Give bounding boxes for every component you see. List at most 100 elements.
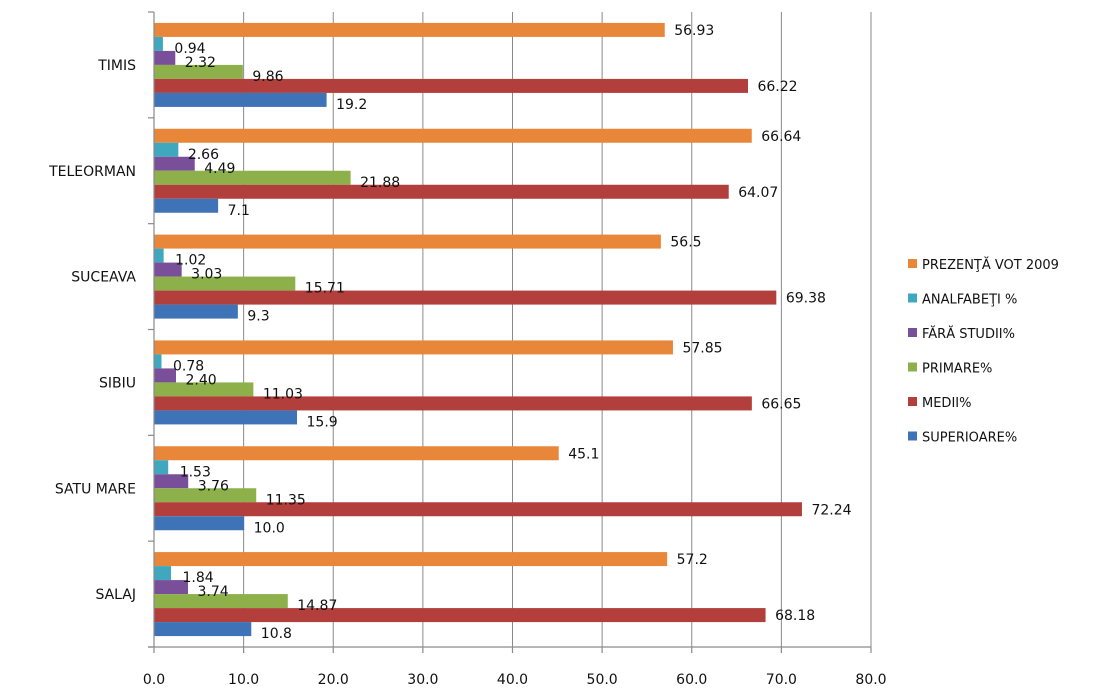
data-label: 56.93	[674, 23, 714, 39]
category-label: SIBIU	[99, 375, 136, 391]
data-label: 15.9	[307, 414, 338, 430]
legend-swatch	[908, 328, 917, 337]
legend-label: SUPERIOARE%	[922, 431, 1017, 446]
bar	[154, 552, 668, 567]
bar	[154, 170, 351, 185]
data-label: 4.49	[204, 161, 235, 177]
x-tick-label: 50.0	[587, 672, 618, 688]
data-label: 66.65	[761, 396, 801, 412]
bar	[154, 410, 298, 425]
x-tick-label: 60.0	[676, 672, 707, 688]
bar	[154, 460, 169, 475]
bar	[154, 580, 189, 595]
data-label: 72.24	[811, 502, 851, 518]
data-label: 56.5	[670, 235, 701, 251]
data-label: 9.86	[252, 69, 283, 85]
legend-swatch	[908, 397, 917, 406]
bar	[154, 502, 802, 517]
legend: PREZENŢĂ VOT 2009 ANALFABEŢI % FĂRĂ STUDII…	[908, 257, 1059, 446]
bar	[154, 184, 729, 199]
data-label: 69.38	[786, 291, 826, 307]
bar	[154, 262, 182, 277]
bar	[154, 396, 752, 411]
bar	[154, 368, 177, 383]
category-label: SATU MARE	[55, 481, 136, 497]
category-label: TIMIS	[97, 58, 136, 74]
bar	[154, 488, 257, 503]
legend-swatch	[908, 293, 917, 303]
data-label: 68.18	[775, 608, 815, 624]
data-label: 11.35	[266, 492, 306, 508]
data-label: 21.88	[360, 175, 400, 191]
data-label: 57.2	[677, 552, 708, 568]
x-tick-label: 20.0	[318, 672, 349, 688]
category-label: SALAJ	[95, 587, 136, 603]
data-label: 10.8	[261, 626, 292, 642]
bar	[154, 276, 296, 291]
bar	[154, 128, 752, 143]
gridlines	[243, 12, 872, 647]
data-label: 2.32	[185, 55, 216, 71]
bar	[154, 22, 665, 37]
data-label: 2.40	[186, 372, 217, 388]
legend-label: MEDII%	[922, 396, 971, 411]
bar	[154, 566, 171, 581]
bar	[154, 36, 163, 51]
bar	[154, 516, 245, 531]
legend-label: PRIMARE%	[922, 362, 992, 377]
data-label: 57.85	[682, 340, 722, 356]
bar	[154, 290, 777, 305]
data-label: 45.1	[568, 446, 599, 462]
data-label: 66.64	[761, 129, 801, 145]
x-tick-label: 10.0	[228, 672, 259, 688]
x-tick-label: 80.0	[855, 672, 886, 688]
legend-label: ANALFABEŢI %	[922, 293, 1017, 308]
bar	[154, 474, 189, 489]
data-label: 64.07	[738, 185, 778, 201]
data-label: 15.71	[305, 281, 345, 297]
legend-swatch	[908, 431, 917, 441]
x-tick-label: 40.0	[497, 672, 528, 688]
data-label: 1.02	[175, 253, 206, 269]
bar	[154, 354, 162, 369]
data-label: 9.3	[247, 309, 269, 325]
bar	[154, 622, 252, 637]
legend-swatch	[908, 259, 917, 268]
category-label: SUCEAVA	[71, 270, 136, 286]
bar	[154, 198, 219, 213]
data-label: 1.53	[180, 464, 211, 480]
data-label: 7.1	[228, 203, 250, 219]
data-label: 3.74	[198, 584, 229, 600]
bar	[154, 248, 164, 263]
data-label: 66.22	[757, 79, 797, 95]
bar	[154, 142, 179, 157]
data-label: 3.03	[191, 267, 222, 283]
data-label: 2.66	[188, 147, 219, 163]
bar	[154, 340, 673, 355]
data-labels: 56.93 66.64 56.5 57.85 45.1 57.2 0.94 2.66 1.02 0…	[173, 23, 852, 642]
data-label: 0.94	[174, 41, 205, 57]
legend-swatch	[908, 362, 917, 372]
bar	[154, 382, 254, 397]
bar	[154, 92, 327, 107]
bar	[154, 594, 288, 609]
data-label: 1.84	[182, 570, 213, 586]
axes: 0.0 10.0 20.0 30.0 40.0 50.0 60.0 70.0 80.0 TIMIS…	[48, 11, 887, 688]
x-tick-label: 70.0	[766, 672, 797, 688]
bar	[154, 304, 238, 319]
legend-label: FĂRĂ STUDII%	[922, 326, 1015, 342]
x-tick-label: 30.0	[407, 672, 438, 688]
data-label: 0.78	[173, 358, 204, 374]
bar	[154, 608, 766, 623]
category-label: TELEORMAN	[48, 164, 136, 180]
legend-label: PREZENŢĂ VOT 2009	[922, 257, 1059, 273]
data-label: 10.0	[254, 520, 285, 536]
bar	[154, 156, 195, 171]
bar	[154, 64, 243, 79]
data-label: 11.03	[263, 386, 303, 402]
bar	[154, 446, 559, 461]
bar	[154, 78, 748, 93]
data-label: 19.2	[336, 97, 367, 113]
bar	[154, 234, 661, 249]
